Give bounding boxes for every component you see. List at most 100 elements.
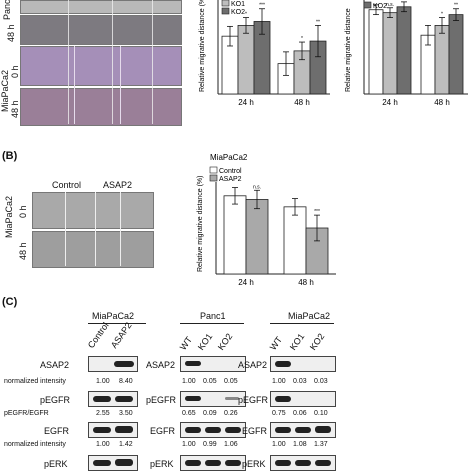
c-g3-quant-egfr-2: 1.37 <box>314 441 328 448</box>
c-g1-quant-label-3: normalized intensity <box>4 441 66 448</box>
panel-c-label: (C) <box>2 296 18 308</box>
c-g2-quant-pegfr-2: 0.26 <box>224 410 238 417</box>
bar <box>368 9 384 95</box>
legend-swatch <box>209 166 218 174</box>
y-axis-label: Relative migrative distance (%) <box>197 176 204 272</box>
b-col-label-asap2: ASAP2 <box>103 180 133 190</box>
a-row-label-0h: 0 h <box>10 65 20 78</box>
c-g2-quant-asap2-1: 0.05 <box>203 378 217 385</box>
c-g3-blot-pegfr <box>270 391 336 407</box>
a-row-label-48h-top: 48 h <box>6 24 16 42</box>
a-row-label-48h: 48 h <box>10 100 20 118</box>
significance-mark: *** <box>314 209 320 215</box>
panel-b-label: (B) <box>2 150 18 162</box>
chart-a-right: Relative migrative distance n.s. n.s. 24 h *… <box>345 0 468 107</box>
micrograph-a-row3 <box>20 46 182 86</box>
c-g2-quant-pegfr-0: 0.65 <box>182 410 196 417</box>
c-g2-blot-egfr <box>180 422 246 438</box>
bar <box>237 24 255 95</box>
c-g1-blot-pegfr <box>88 391 138 407</box>
legend-label: ASAP2 <box>219 176 242 183</box>
c-g2-label-asap2: ASAP2 <box>146 360 176 370</box>
c-row-label-asap2: ASAP2 <box>40 360 70 370</box>
a-partial-cell-line: Panc <box>2 0 12 20</box>
significance-mark: ** <box>454 3 458 9</box>
legend-label: Control <box>219 168 242 175</box>
y-axis-label: Relative migrative distance (% <box>199 0 206 92</box>
x-tick-label: 48 h <box>294 98 310 107</box>
c-g3-quant-egfr-1: 1.08 <box>293 441 307 448</box>
legend-label: KO2 <box>373 3 387 10</box>
c-g2-quant-asap2-0: 1.00 <box>182 378 196 385</box>
c-g1-quant-asap2-1: 8.40 <box>119 378 133 385</box>
x-tick-label: 24 h <box>238 278 254 287</box>
c-group1-title: MiaPaCa2 <box>92 311 135 321</box>
micrograph-a-row4 <box>20 88 182 126</box>
c-g2-blot-perk <box>180 455 246 471</box>
c-g3-quant-asap2-0: 1.00 <box>272 378 286 385</box>
c-g3-label-asap2: ASAP2 <box>238 360 268 370</box>
c-group3-lane-ko1: KO1 <box>287 331 307 352</box>
c-group3-title: MiaPaCa2 <box>288 311 331 321</box>
micrograph-b-48h <box>32 231 154 268</box>
significance-mark: * <box>301 36 303 42</box>
c-g3-quant-asap2-2: 0.03 <box>314 378 328 385</box>
c-group2-lane-ko2: KO2 <box>215 331 235 352</box>
c-g1-quant-pegfr-1: 3.50 <box>119 410 133 417</box>
y-axis-label: Relative migrative distance <box>345 8 352 92</box>
b-row-label-48h: 48 h <box>18 242 28 260</box>
c-g3-quant-pegfr-2: 0.10 <box>314 410 328 417</box>
bar <box>396 6 412 95</box>
significance-mark: n.s. <box>400 0 408 2</box>
significance-mark: n.s. <box>386 2 394 8</box>
c-g2-quant-egfr-0: 1.00 <box>182 441 196 448</box>
bar <box>382 12 398 95</box>
x-tick-label: 24 h <box>238 98 254 107</box>
c-g3-blot-egfr <box>270 422 336 438</box>
bar <box>283 206 307 275</box>
chart-title: MiaPaCa2 <box>210 153 248 162</box>
c-g2-quant-egfr-1: 0.99 <box>203 441 217 448</box>
a-cell-line-label: MiaPaCa2 <box>0 69 10 112</box>
c-group2-lane-wt: WT <box>177 334 195 352</box>
legend-swatch <box>221 0 230 7</box>
b-row-label-0h: 0 h <box>18 205 28 218</box>
c-row-label-egfr: EGFR <box>44 426 70 436</box>
c-g2-blot-asap2 <box>180 356 246 372</box>
c-row-label-pegfr: pEGFR <box>40 395 71 405</box>
c-g1-quant-label-1: normalized intensity <box>4 378 66 385</box>
c-g2-quant-egfr-2: 1.06 <box>224 441 238 448</box>
c-g1-blot-egfr <box>88 422 138 438</box>
bar <box>245 199 269 275</box>
x-tick-label: 24 h <box>382 98 398 107</box>
significance-mark: *** <box>259 3 265 9</box>
c-group1-lane-asap2: ASAP2 <box>108 320 134 350</box>
c-g3-label-perk: pERK <box>242 459 266 469</box>
chart-a-left: Relative migrative distance (% ****24 h**… <box>199 0 330 107</box>
legend-swatch <box>221 7 230 15</box>
chart-b: Relative migrative distance (%) n.s. 24 h *… <box>197 153 336 287</box>
c-g3-label-pegfr: pEGFR <box>238 395 269 405</box>
c-group3-lane-wt: WT <box>267 334 285 352</box>
significance-mark: * <box>441 12 443 18</box>
c-g1-quant-egfr-1: 1.42 <box>119 441 133 448</box>
c-g2-label-pegfr: pEGFR <box>146 395 177 405</box>
c-g2-quant-pegfr-1: 0.09 <box>203 410 217 417</box>
c-g1-quant-asap2-0: 1.00 <box>96 378 110 385</box>
c-group1-lane-control: Control <box>85 320 111 350</box>
legend-label: KO1 <box>231 1 245 8</box>
c-g2-label-perk: pERK <box>150 459 174 469</box>
c-group3-lane-ko2: KO2 <box>307 331 327 352</box>
legend-swatch <box>209 174 218 182</box>
micrograph-b-0h <box>32 192 154 229</box>
c-g1-quant-egfr-0: 1.00 <box>96 441 110 448</box>
significance-mark: n.s. <box>253 184 261 190</box>
c-g2-label-egfr: EGFR <box>150 426 176 436</box>
significance-mark: * <box>245 12 247 18</box>
c-g3-quant-pegfr-1: 0.06 <box>293 410 307 417</box>
significance-mark: ** <box>316 19 320 25</box>
c-g1-quant-pegfr-0: 2.55 <box>96 410 110 417</box>
x-tick-label: 48 h <box>434 98 450 107</box>
c-g3-quant-asap2-1: 0.03 <box>293 378 307 385</box>
b-col-label-control: Control <box>52 180 82 190</box>
